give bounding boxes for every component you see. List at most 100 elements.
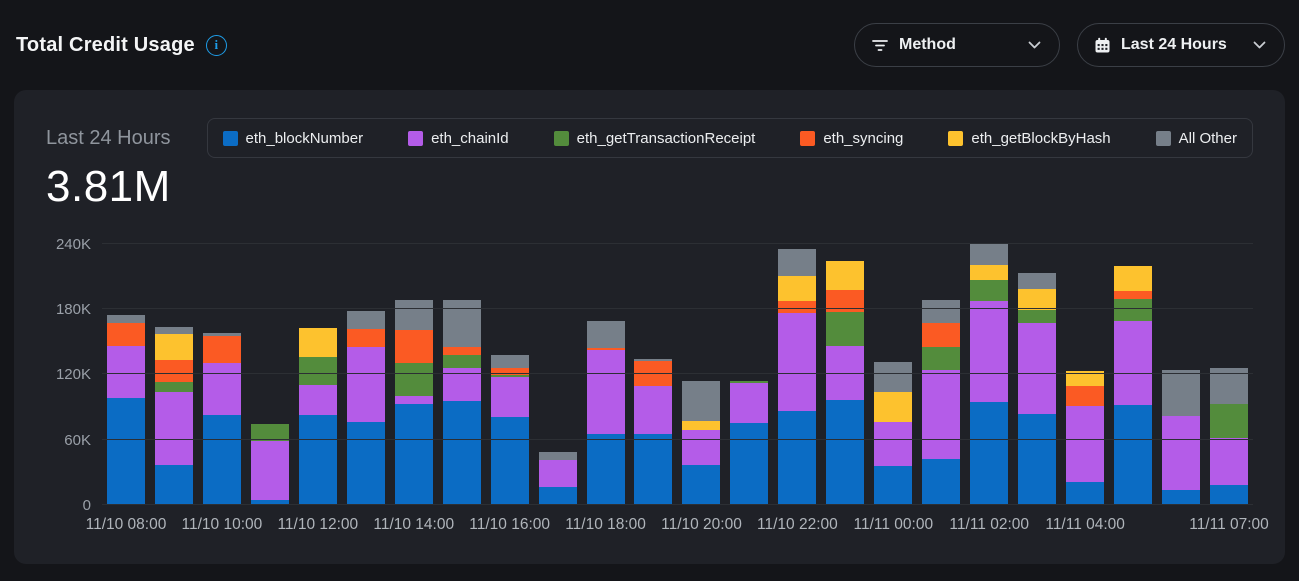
bar-segment — [394, 404, 433, 505]
bar-segment — [1113, 405, 1152, 505]
x-axis: 11/10 08:00 11/10 10:00 11/10 12:00 11/10 1… — [86, 516, 1269, 538]
legend-item[interactable]: eth_getTransactionReceipt — [553, 130, 755, 147]
bar-segment — [202, 336, 241, 363]
chevron-down-icon — [1028, 41, 1041, 49]
bar-column[interactable] — [1018, 273, 1057, 505]
bar-column[interactable] — [154, 327, 193, 505]
legend-label: eth_blockNumber — [245, 129, 364, 147]
bar-column[interactable] — [538, 452, 577, 505]
bar-segment — [298, 385, 337, 415]
bar-column[interactable] — [1161, 370, 1200, 505]
bar-column[interactable] — [730, 381, 769, 505]
bar-slot — [917, 244, 965, 505]
bar-slot — [246, 244, 294, 505]
bar-column[interactable] — [202, 333, 241, 505]
usage-card: Last 24 Hours eth_blockNumber eth_chainId… — [14, 90, 1285, 564]
bar-slot — [1109, 244, 1157, 505]
bar-slot — [198, 244, 246, 505]
bar-column[interactable] — [970, 244, 1009, 505]
bar-slot — [869, 244, 917, 505]
x-axis-label: 11/10 20:00 — [661, 516, 742, 533]
gridline — [102, 373, 1253, 374]
legend-swatch — [222, 130, 238, 146]
bar-segment — [586, 434, 625, 505]
bar-column[interactable] — [826, 261, 865, 505]
x-axis-label: 11/10 22:00 — [757, 516, 838, 533]
bar-slot — [150, 244, 198, 505]
bar-segment — [346, 422, 385, 505]
bar-column[interactable] — [442, 300, 481, 505]
bar-column[interactable] — [1209, 368, 1248, 505]
bar-segment — [298, 328, 337, 357]
bar-segment — [1113, 266, 1152, 291]
legend-item[interactable]: eth_syncing — [800, 130, 903, 147]
bar-segment — [586, 350, 625, 434]
bar-column[interactable] — [490, 355, 529, 505]
period-label: Last 24 Hours — [46, 126, 171, 149]
bar-slot — [390, 244, 438, 505]
bar-column[interactable] — [346, 311, 385, 505]
legend-label: eth_syncing — [823, 129, 904, 147]
bar-segment — [922, 300, 961, 323]
bar-segment — [1066, 482, 1105, 505]
bar-segment — [826, 261, 865, 290]
bar-column[interactable] — [922, 300, 961, 505]
bar-segment — [250, 424, 289, 441]
bar-column[interactable] — [682, 381, 721, 505]
bar-column[interactable] — [298, 328, 337, 505]
bar-segment — [922, 323, 961, 347]
gridline — [102, 439, 1253, 440]
time-range-dropdown[interactable]: Last 24 Hours — [1077, 23, 1285, 67]
bar-segment — [682, 381, 721, 421]
bar-column[interactable] — [250, 424, 289, 505]
header-controls: Method — [854, 23, 1285, 67]
bar-segment — [682, 421, 721, 430]
info-icon[interactable]: i — [205, 34, 227, 56]
bar-segment — [442, 355, 481, 368]
bar-column[interactable] — [1066, 371, 1105, 505]
bar-slot — [582, 244, 630, 505]
bar-segment — [922, 459, 961, 505]
bar-segment — [970, 402, 1009, 505]
legend-swatch — [553, 130, 569, 146]
bar-segment — [730, 423, 769, 505]
bar-segment — [1209, 404, 1248, 438]
bar-segment — [442, 300, 481, 347]
bar-column[interactable] — [106, 315, 145, 505]
bar-segment — [778, 411, 817, 505]
bar-segment — [394, 363, 433, 396]
bar-segment — [1113, 321, 1152, 405]
bar-slot — [1157, 244, 1205, 505]
legend-item[interactable]: All Other — [1155, 130, 1237, 147]
header: Total Credit Usage i Method — [0, 0, 1299, 90]
legend-item[interactable]: eth_blockNumber — [222, 129, 364, 147]
legend-item[interactable]: eth_getBlockByHash — [948, 130, 1111, 147]
bar-segment — [394, 330, 433, 363]
bar-segment — [1161, 490, 1200, 505]
bar-segment — [298, 357, 337, 385]
bar-segment — [778, 313, 817, 411]
bar-segment — [874, 362, 913, 392]
chevron-down-icon — [1253, 41, 1266, 49]
bar-segment — [538, 487, 577, 505]
bar-column[interactable] — [634, 359, 673, 505]
bar-segment — [538, 452, 577, 460]
bar-column[interactable] — [1113, 266, 1152, 505]
gridline — [102, 504, 1253, 505]
bar-slot — [1061, 244, 1109, 505]
bar-segment — [442, 401, 481, 505]
x-axis-label: 11/10 18:00 — [565, 516, 646, 533]
method-dropdown-label: Method — [899, 36, 956, 53]
x-axis-label: 11/10 14:00 — [373, 516, 455, 533]
bar-slot — [677, 244, 725, 505]
usage-chart: 0 60K 120K 180K 240K 11/10 08:00 11/10 10:00 1… — [46, 236, 1269, 538]
bar-column[interactable] — [778, 249, 817, 505]
bar-column[interactable] — [874, 362, 913, 505]
bar-column[interactable] — [394, 300, 433, 505]
bar-column[interactable] — [586, 321, 625, 505]
bar-segment — [826, 290, 865, 312]
method-filter-dropdown[interactable]: Method — [854, 23, 1060, 67]
legend-item[interactable]: eth_chainId — [408, 130, 509, 147]
bar-slot — [773, 244, 821, 505]
bar-slot — [486, 244, 534, 505]
